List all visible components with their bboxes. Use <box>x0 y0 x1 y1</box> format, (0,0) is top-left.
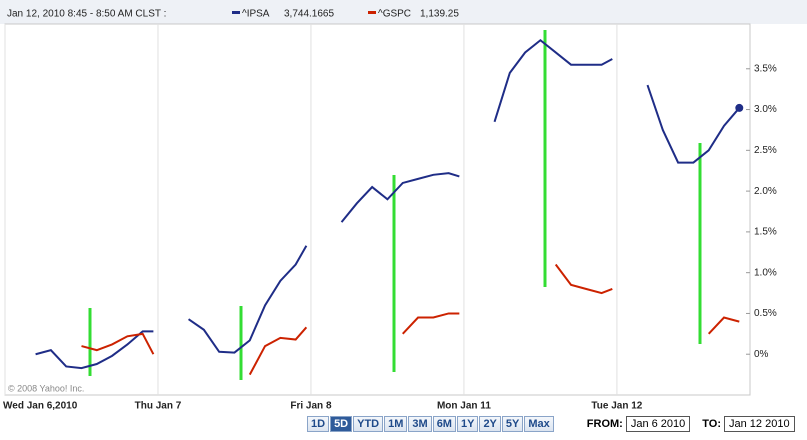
copyright: © 2008 Yahoo! Inc. <box>8 383 84 393</box>
x-tick-label: Mon Jan 11 <box>437 401 491 412</box>
x-tick-label: Thu Jan 7 <box>135 401 182 412</box>
header-time: Jan 12, 2010 8:45 - 8:50 AM CLST : <box>7 9 166 20</box>
x-tick-label: Tue Jan 12 <box>591 401 642 412</box>
range-button[interactable]: 1Y <box>456 416 479 432</box>
legend-quote: 1,139.25 <box>420 9 459 20</box>
y-tick-label: 1.0% <box>754 267 777 278</box>
y-tick-label: 2.5% <box>754 145 777 156</box>
range-button[interactable]: 6M <box>432 416 456 432</box>
y-tick-label: 0% <box>754 349 769 360</box>
range-button[interactable]: 3M <box>408 416 432 432</box>
range-button[interactable]: 1D <box>307 416 330 432</box>
x-tick-label: Fri Jan 8 <box>290 401 332 412</box>
range-button[interactable]: 2Y <box>479 416 501 432</box>
legend-name: ^GSPC <box>378 9 411 20</box>
range-controls: 1D 5D YTD 1M 3M 6M 1Y 2Y 5Y Max FROM: Jan 6 2010 TO:… <box>307 416 795 432</box>
from-label: FROM: <box>586 418 623 430</box>
series-line <box>81 263 740 376</box>
to-input[interactable]: Jan 12 2010 <box>724 416 795 432</box>
y-tick-label: 3.0% <box>754 104 777 115</box>
y-tick-label: 2.0% <box>754 186 777 197</box>
range-button[interactable]: Max <box>524 416 554 432</box>
series-line <box>35 38 741 370</box>
x-tick-label: Wed Jan 6,2010 <box>3 401 78 412</box>
range-button[interactable]: YTD <box>353 416 384 432</box>
legend-quote: 3,744.1665 <box>284 9 334 20</box>
to-label: TO: <box>702 418 722 430</box>
header-bar <box>0 0 807 24</box>
open-markers <box>88 30 702 380</box>
range-button[interactable]: 1M <box>384 416 408 432</box>
legend-swatch <box>232 11 240 14</box>
range-button[interactable]: 5D <box>330 416 353 432</box>
chart: Jan 12, 2010 8:45 - 8:50 AM CLST : © 200… <box>0 0 807 412</box>
plot-frame <box>4 23 751 396</box>
legend-swatch <box>368 11 376 14</box>
legend-name: ^IPSA <box>242 9 270 20</box>
y-tick-label: 1.5% <box>754 227 777 238</box>
last-point <box>735 103 744 112</box>
from-input[interactable]: Jan 6 2010 <box>625 416 691 432</box>
y-tick-label: 0.5% <box>754 308 777 319</box>
range-button[interactable]: 5Y <box>501 416 524 432</box>
y-tick-label: 3.5% <box>754 63 777 74</box>
